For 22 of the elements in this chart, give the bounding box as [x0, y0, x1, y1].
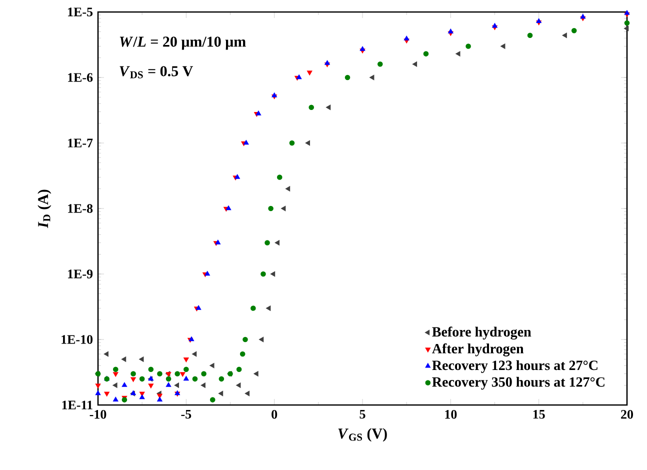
- legend-label: After hydrogen: [432, 343, 524, 356]
- x-tick-label: 15: [533, 410, 545, 419]
- x-tick-label: 0: [272, 410, 278, 419]
- x-tick-label: 5: [360, 410, 366, 419]
- y-tick-label: 1E-7: [68, 138, 93, 148]
- y-tick-label: 1E-9: [68, 270, 93, 278]
- legend-label: Before hydrogen: [432, 326, 532, 340]
- y-tick-label: 1E-11: [62, 400, 92, 410]
- legend-label: Recovery 350 hours at 127°C: [432, 376, 604, 390]
- x-tick-label: -5: [181, 410, 192, 419]
- x-tick-label: -10: [90, 410, 106, 419]
- legend-label: Recovery 123 hours at 27°C: [432, 360, 598, 373]
- x-axis-title: V$_{GS}$ (V): [338, 428, 387, 442]
- y-axis-title: I$_{D}$ (A): [38, 190, 52, 228]
- y-tick-label: 1E-6: [68, 73, 93, 82]
- y-tick-label: 1E-10: [62, 335, 93, 344]
- y-tick-label: 1E-5: [68, 8, 93, 16]
- annotation: W/L = 20 μm/10 μm: [120, 36, 246, 50]
- y-tick-label: 1E-8: [68, 204, 93, 213]
- x-tick-label: 10: [445, 410, 457, 419]
- x-tick-label: 20: [621, 410, 634, 419]
- annotation: V$_{DS}$ = 0.5 V: [120, 66, 194, 78]
